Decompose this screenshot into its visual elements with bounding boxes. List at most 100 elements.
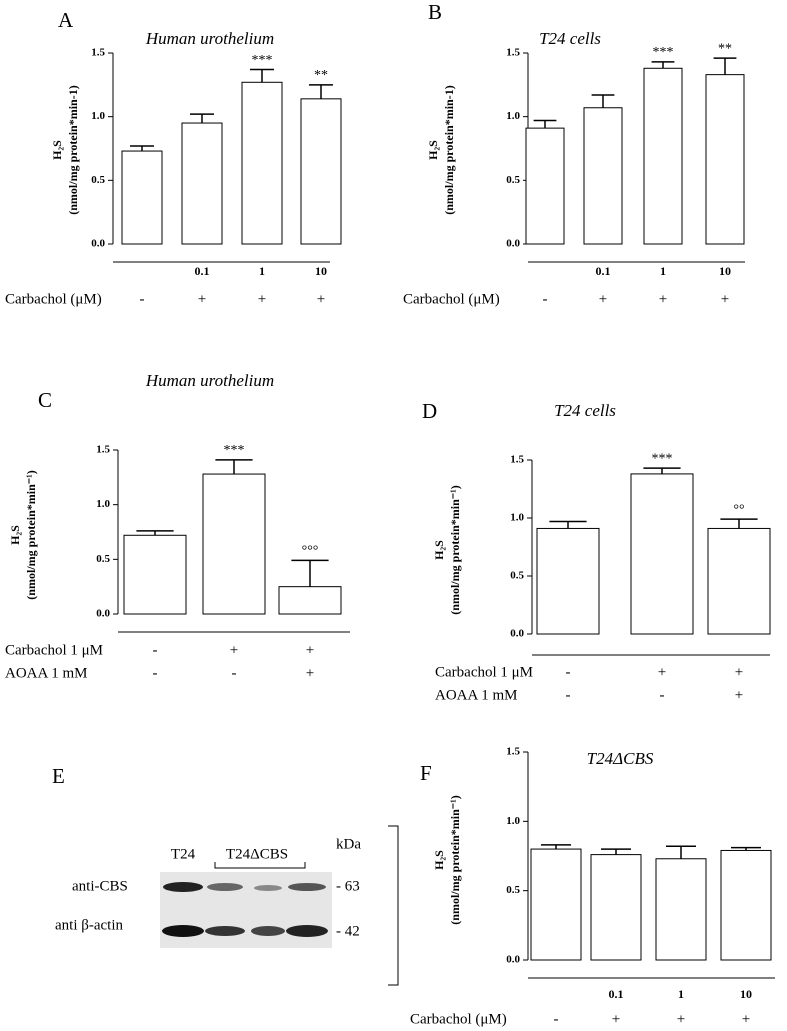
y-tick-label: 1.5 — [510, 454, 524, 466]
y-axis-label: H₂S — [50, 140, 64, 160]
treatment-sign: + — [742, 1011, 750, 1027]
x-tick-label: 1 — [660, 264, 666, 278]
chart-title: Human urothelium — [145, 29, 274, 48]
bar — [525, 127, 565, 245]
y-axis-label: (nmol/mg protein*min-1) — [442, 85, 456, 214]
treatment-sign: - — [566, 664, 571, 680]
error-bar — [549, 520, 587, 529]
panel-label: D — [422, 399, 437, 423]
chart-title: T24ΔCBS — [587, 749, 654, 768]
treatment-sign: - — [153, 665, 158, 681]
chart-title: T24 cells — [539, 29, 601, 48]
y-tick-label: 1.5 — [91, 47, 105, 59]
treatment-sign: + — [258, 291, 266, 307]
significance: ** — [718, 41, 732, 56]
panel-label: B — [428, 0, 442, 24]
treatment-sign: - — [566, 687, 571, 703]
error-bar — [601, 848, 631, 855]
y-tick-label: 0.5 — [96, 553, 110, 565]
treatment-sign: + — [658, 664, 666, 680]
bar — [536, 527, 600, 635]
bar — [300, 98, 342, 245]
chart-title: T24 cells — [554, 401, 616, 420]
y-axis-label: H₂S — [8, 525, 22, 545]
treatment-sign: - — [232, 665, 237, 681]
y-axis-label: (nmol/mg protein*min⁻¹) — [448, 795, 462, 924]
error-bar — [136, 530, 174, 536]
significance: *** — [653, 45, 674, 60]
treatment-sign: + — [317, 291, 325, 307]
treatment-sign: + — [721, 291, 729, 307]
treatment-label: AOAA 1 mM — [5, 665, 88, 681]
y-tick-label: 0.0 — [506, 238, 520, 250]
error-bar — [643, 467, 681, 474]
y-axis-label: H₂S — [426, 140, 440, 160]
panel-label: C — [38, 388, 52, 412]
significance: *** — [252, 53, 273, 68]
treatment-label: Carbachol 1 μM — [435, 664, 533, 680]
treatment-sign: + — [198, 291, 206, 307]
y-axis-label: (nmol/mg protein*min-1) — [66, 85, 80, 214]
y-tick-label: 1.0 — [506, 110, 520, 122]
bar — [530, 848, 582, 961]
error-bar — [291, 559, 329, 587]
lane-label: T24ΔCBS — [226, 846, 288, 862]
error-bar — [533, 119, 557, 129]
panel-label: F — [420, 761, 432, 785]
marker-bracket — [388, 825, 399, 986]
bar — [705, 74, 745, 245]
antibody-label: anti-CBS — [72, 878, 128, 894]
treatment-label: Carbachol 1 μM — [5, 642, 103, 658]
marker-label: - 63 — [336, 878, 360, 894]
treatment-sign: - — [543, 291, 548, 307]
y-tick-label: 0.5 — [91, 174, 105, 186]
error-bar — [720, 518, 758, 529]
bar — [590, 854, 642, 961]
significance: *** — [224, 443, 245, 458]
error-bar — [190, 113, 214, 124]
treatment-sign: - — [153, 642, 158, 658]
error-bar — [130, 145, 154, 152]
y-tick-label: 0.5 — [506, 174, 520, 186]
treatment-sign: - — [140, 291, 145, 307]
treatment-sign: + — [677, 1011, 685, 1027]
bar — [202, 473, 266, 615]
treatment-sign: + — [599, 291, 607, 307]
bar — [278, 586, 342, 615]
y-tick-label: 1.5 — [506, 47, 520, 59]
antibody-label: anti β-actin — [55, 917, 124, 933]
bar — [181, 122, 223, 245]
y-tick-label: 0.0 — [510, 628, 524, 640]
treatment-label: Carbachol (μM) — [403, 291, 500, 307]
significance: ** — [314, 68, 328, 83]
y-tick-label: 1.5 — [96, 444, 110, 456]
treatment-sign: + — [230, 642, 238, 658]
error-bar — [666, 845, 696, 859]
treatment-sign: + — [659, 291, 667, 307]
x-tick-label: 1 — [259, 264, 265, 278]
y-tick-label: 0.0 — [506, 954, 520, 966]
treatment-label: AOAA 1 mM — [435, 687, 518, 703]
treatment-sign: + — [612, 1011, 620, 1027]
significance: *** — [652, 451, 673, 466]
error-bar — [713, 57, 737, 75]
marker-label: - 42 — [336, 923, 360, 939]
y-tick-label: 1.0 — [506, 815, 520, 827]
y-tick-label: 0.0 — [96, 608, 110, 620]
y-tick-label: 0.5 — [510, 570, 524, 582]
y-axis-label: (nmol/mg protein*min⁻¹) — [24, 470, 38, 599]
y-axis-label: (nmol/mg protein*min⁻¹) — [448, 485, 462, 614]
y-tick-label: 1.0 — [510, 512, 524, 524]
panel-label: A — [58, 8, 74, 32]
error-bar — [309, 84, 333, 99]
lane-bracket — [214, 862, 306, 869]
error-bar — [215, 459, 253, 475]
x-tick-label: 10 — [315, 264, 327, 278]
y-tick-label: 0.0 — [91, 238, 105, 250]
chart-title: Human urothelium — [145, 371, 274, 390]
bar — [720, 849, 772, 961]
treatment-label: Carbachol (μM) — [410, 1011, 507, 1027]
x-tick-label: 10 — [740, 987, 752, 1001]
bar — [241, 81, 283, 245]
bar — [123, 534, 187, 615]
